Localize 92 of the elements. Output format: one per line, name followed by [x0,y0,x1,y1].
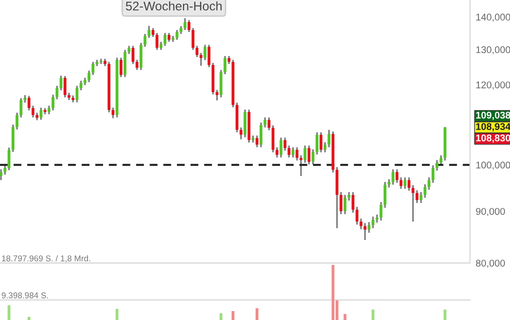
candlestick [400,176,402,190]
candlestick [432,164,434,184]
text: 108,830 [476,134,510,143]
candlestick [52,94,54,111]
candlestick [204,44,206,61]
candlestick [20,98,22,118]
candlestick [368,222,370,234]
candlestick [244,109,246,138]
y-tick-label: 80,000 [476,260,505,268]
candlestick [260,122,262,148]
candlestick [136,59,138,71]
text: 109,038 [476,112,510,120]
candlestick [360,218,362,230]
candlestick [0,168,2,181]
y-tick-label: 140,000 [476,14,510,22]
candlestick [56,85,58,100]
candlestick [304,144,306,164]
candlestick [424,184,426,198]
y-tick-label: 130,000 [476,46,510,54]
candlestick [164,32,166,46]
candlestick [208,44,210,68]
candlestick [176,29,178,40]
candlestick [240,126,242,140]
candlestick [412,184,414,222]
candlestick [320,132,322,153]
candlestick [28,95,30,111]
candlestick [32,105,34,118]
candlestick [288,144,290,158]
candlestick [372,216,374,229]
candlestick [312,148,314,165]
candlestick [16,112,18,130]
candlestick [148,25,150,38]
candlestick [316,132,318,156]
candlestick [92,61,94,76]
candlestick [272,124,274,153]
candlestick [132,45,134,65]
y-tick-label: 90,000 [476,208,505,216]
candlestick [224,55,226,75]
ref-line-label: 18.797.969 S. / 1,8 Mrd. [2,255,90,262]
candlestick [384,181,386,208]
candlestick [40,107,42,120]
candlestick [124,49,126,78]
candlestick [284,137,286,152]
candlestick [80,80,82,91]
candlestick [256,134,258,148]
candlestick [8,147,10,171]
candlestick [196,45,198,58]
candlestick [60,75,62,91]
candlestick [88,70,90,83]
candlestick [268,116,270,131]
candlestick [408,176,410,192]
candlestick [420,192,422,204]
candlestick [436,160,438,172]
y-tick-label: 120,000 [476,81,510,90]
candlestick [120,57,122,78]
candlestick [404,176,406,190]
candlestick [276,146,278,158]
candlestick [76,85,78,103]
candlestick [416,190,418,204]
candlestick [220,69,222,98]
candlestick [392,168,394,186]
candlestick [440,154,442,166]
candlestick [140,42,142,71]
candlestick [64,75,66,98]
candlestick [264,116,266,128]
candlestick [352,192,354,214]
candlestick [324,142,326,153]
candlestick [144,33,146,48]
candlestick [296,146,298,162]
candlestick [292,146,294,158]
candlestick [192,28,194,50]
candlestick [328,129,330,148]
ref-line-label: 9.398.984 S. [2,292,48,298]
candlestick [340,192,342,215]
candlestick [356,206,358,226]
candlestick [280,137,282,158]
candlestick [364,222,366,241]
candlestick [216,89,218,101]
candlestick [380,201,382,222]
candlestick [428,176,430,190]
chart-title: 52-Wochen-Hoch [126,1,222,10]
candlestick [200,52,202,66]
candlestick [156,32,158,50]
candlestick [308,144,310,165]
candlestick [12,124,14,152]
candlestick [396,168,398,184]
y-tick-label: 100,000 [476,162,510,170]
candlestick [184,18,186,31]
candlestick [112,107,114,119]
candlestick [344,194,346,215]
candlestick [300,154,302,177]
candlestick [188,20,190,33]
